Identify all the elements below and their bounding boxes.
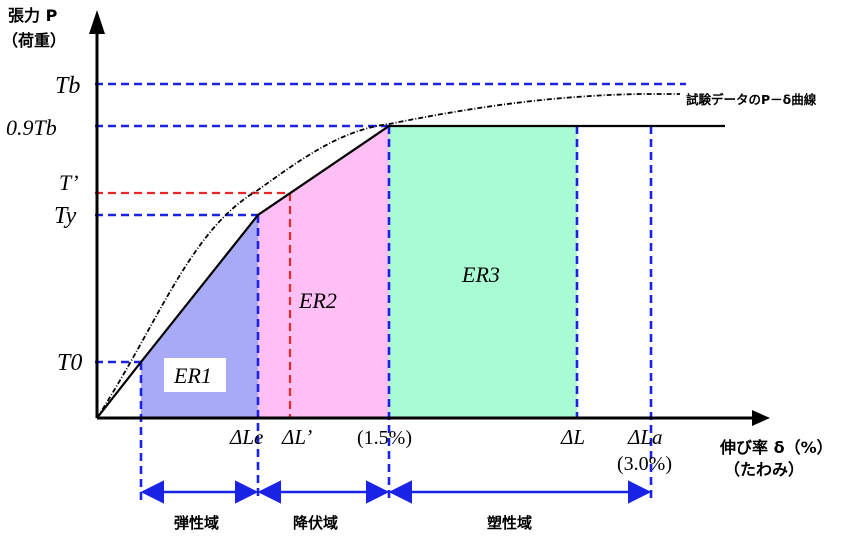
zone-label-elastic: 弾性域	[174, 514, 219, 532]
x-axis-subtitle: （たわみ）	[724, 460, 804, 479]
x-tick-30pct: (3.0%)	[617, 453, 672, 475]
region-er1-label: ER1	[173, 363, 212, 388]
test-curve-label: 試験データのP－δ曲線	[686, 92, 817, 107]
y-axis-arrowhead	[89, 10, 105, 34]
region-er2-label: ER2	[298, 288, 337, 313]
x-axis-arrowhead	[752, 410, 770, 426]
test-data-curve	[96, 93, 680, 419]
x-tick-la: ΔLa	[627, 425, 663, 449]
y-tick-t0: T0	[57, 350, 82, 376]
region-er3-fill	[389, 126, 577, 418]
x-tick-lprime: ΔL’	[281, 425, 312, 449]
y-tick-09tb: 0.9Tb	[6, 115, 57, 140]
y-tick-tprime: T’	[59, 170, 79, 195]
model-line	[96, 124, 725, 419]
y-axis-title: 張力 P	[8, 6, 58, 25]
x-axis-title: 伸び率 δ（%）	[719, 438, 833, 457]
region-er3-label: ER3	[461, 262, 500, 287]
x-tick-15pct: (1.5%)	[357, 427, 412, 449]
er1-label-bg	[164, 358, 226, 392]
x-tick-le: ΔLe	[229, 425, 263, 449]
zone-label-plastic: 塑性域	[487, 514, 532, 532]
y-axis-subtitle: （荷重）	[2, 31, 66, 50]
x-tick-l: ΔL	[560, 425, 585, 449]
y-tick-ty: Ty	[54, 203, 77, 229]
zone-label-yield: 降伏域	[293, 514, 338, 532]
y-tick-tb: Tb	[55, 73, 80, 99]
